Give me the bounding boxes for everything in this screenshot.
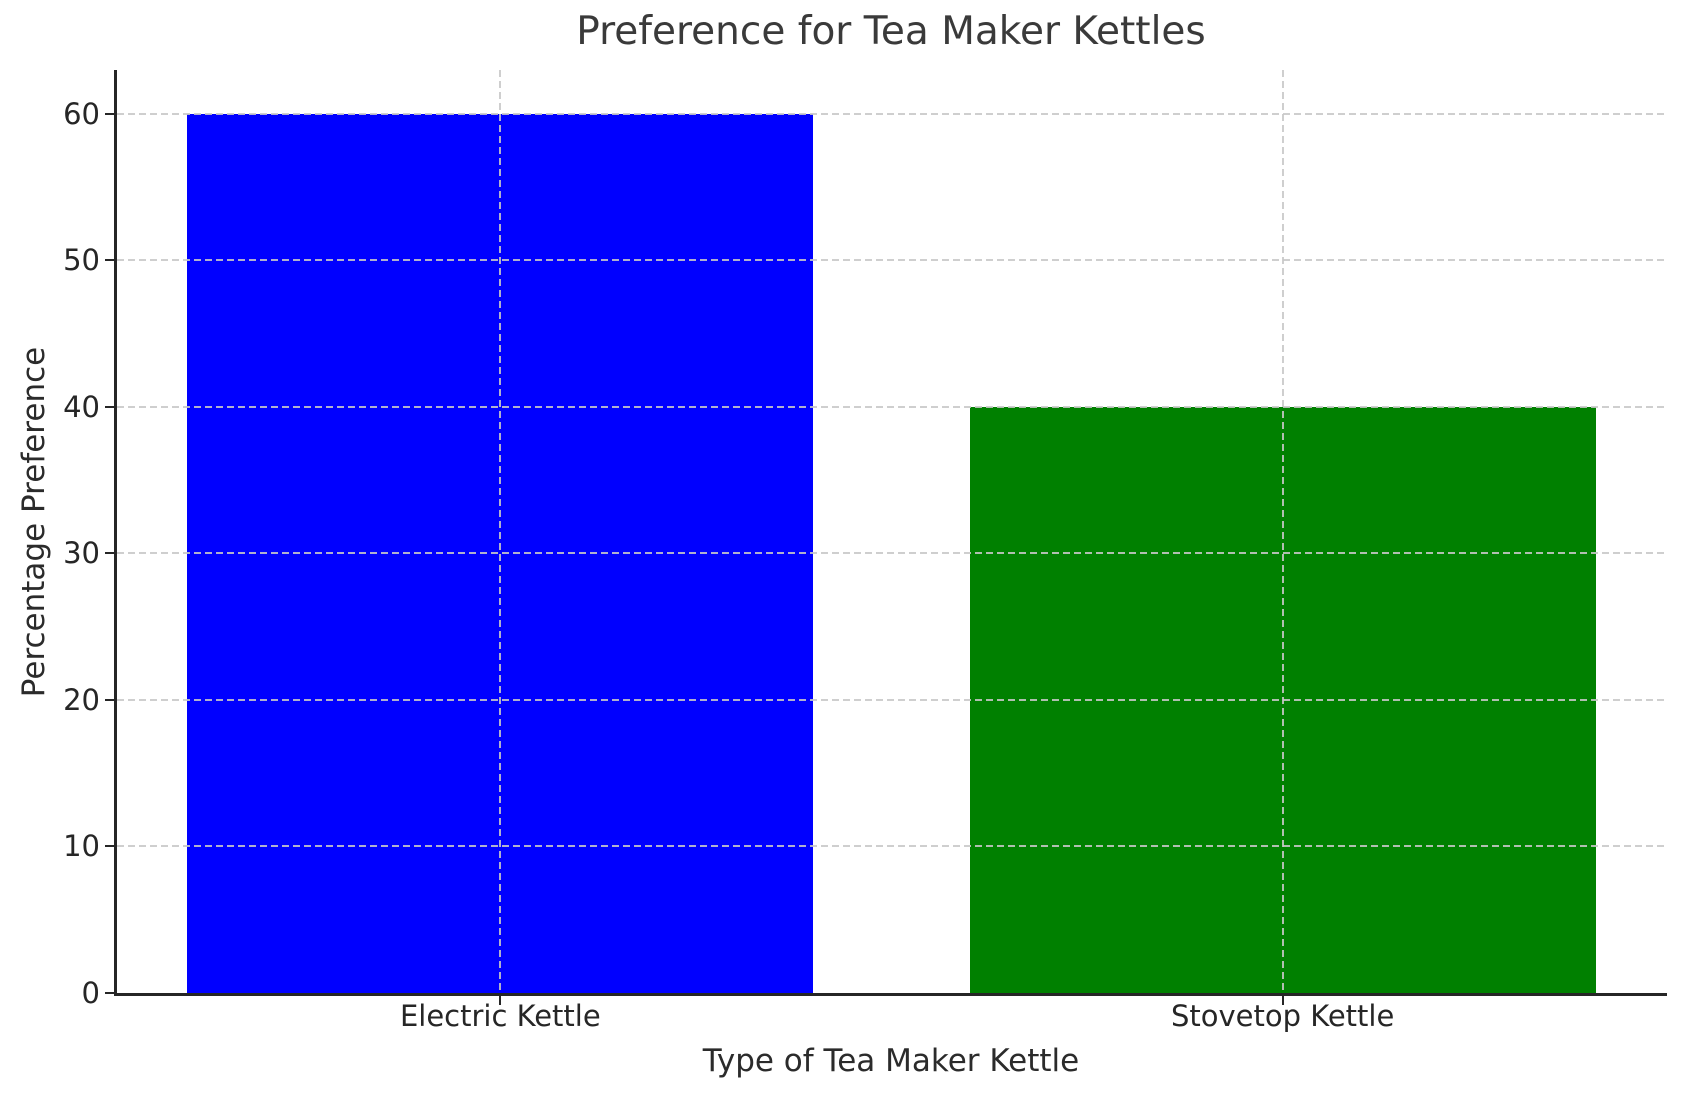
- y-tick-20: [105, 698, 114, 701]
- y-tick-10: [105, 845, 114, 848]
- h-gridline-60: [117, 112, 1666, 115]
- x-tick-label-stovetop-kettle: Stovetop Kettle: [1170, 999, 1395, 1033]
- y-tick-50: [105, 259, 114, 262]
- y-tick-30: [105, 552, 114, 555]
- h-gridline-40: [117, 405, 1666, 408]
- v-gridline-electric-kettle: [499, 70, 502, 994]
- x-tick-electric-kettle: [499, 996, 502, 1005]
- y-tick-label-40: 40: [63, 389, 100, 424]
- h-gridline-50: [117, 259, 1666, 262]
- y-tick-label-20: 20: [63, 682, 100, 717]
- y-tick-60: [105, 112, 114, 115]
- h-gridline-10: [117, 845, 1666, 848]
- x-axis-label: Type of Tea Maker Kettle: [702, 1043, 1080, 1079]
- y-tick-40: [105, 405, 114, 408]
- y-tick-0: [105, 992, 114, 994]
- v-gridline-stovetop-kettle: [1281, 70, 1284, 994]
- y-tick-label-10: 10: [63, 829, 100, 864]
- h-gridline-20: [117, 698, 1666, 701]
- y-tick-label-0: 0: [81, 976, 100, 1010]
- y-axis-spine: [114, 70, 117, 996]
- x-tick-stovetop-kettle: [1281, 996, 1284, 1005]
- h-gridline-30: [117, 552, 1666, 555]
- y-tick-label-50: 50: [63, 243, 100, 278]
- y-tick-label-30: 30: [63, 536, 100, 571]
- chart-title: Preference for Tea Maker Kettles: [576, 9, 1206, 54]
- y-tick-label-60: 60: [63, 96, 100, 131]
- x-axis-spine: [114, 993, 1667, 996]
- x-tick-label-electric-kettle: Electric Kettle: [399, 999, 601, 1033]
